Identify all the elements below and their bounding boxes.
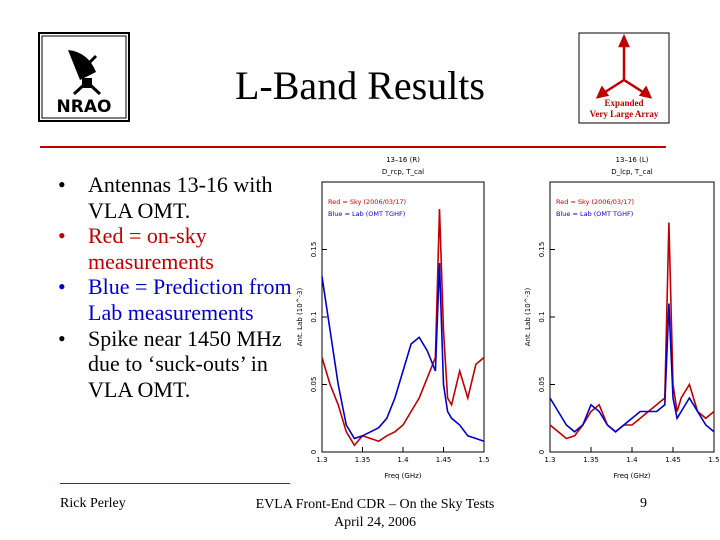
bullet-item: • Antennas 13-16 with VLA OMT. xyxy=(58,172,298,223)
bullet-item: • Blue = Prediction from Lab measurements xyxy=(58,274,298,325)
bullet-symbol: • xyxy=(58,274,66,300)
x-tick-label: 1.45 xyxy=(436,456,452,464)
evla-tripod-icon xyxy=(595,33,653,99)
x-tick-label: 1.3 xyxy=(544,456,555,464)
spectrum-plot-rcp: 13–16 (R) D_rcp, T_cal Red = Sky (2006/03/… xyxy=(296,156,490,480)
legend-entry: Blue = Lab (OMT TGHF) xyxy=(328,210,405,218)
page-number: 9 xyxy=(640,496,647,511)
plot-frame xyxy=(549,181,715,453)
bullet-text: Blue = Prediction from Lab measurements xyxy=(88,274,292,325)
footer-divider xyxy=(60,483,290,484)
bullet-list: • Antennas 13-16 with VLA OMT. • Red = on-… xyxy=(58,172,298,402)
bullet-text: Red = on-sky measurements xyxy=(88,223,214,274)
nrao-telescope-icon xyxy=(68,50,102,96)
y-tick-label: 0.1 xyxy=(310,311,318,322)
evla-logo-line1: Expanded xyxy=(604,98,643,108)
y-tick-label: 0.05 xyxy=(538,377,546,393)
plot-top-label: D_rcp, T_cal xyxy=(382,168,424,176)
slide-title: L-Band Results xyxy=(235,63,485,108)
y-tick-label: 0.15 xyxy=(538,242,546,258)
x-tick-label: 1.4 xyxy=(626,456,638,464)
x-tick-label: 1.45 xyxy=(665,456,681,464)
y-axis-label: Ant. Lab (10^-3) xyxy=(296,287,304,346)
x-axis-label: Freq (GHz) xyxy=(613,472,650,480)
footer-author: Rick Perley xyxy=(60,496,126,511)
bullet-item: • Red = on-sky measurements xyxy=(58,223,298,274)
nrao-logo: NRAO xyxy=(38,32,130,122)
spectrum-plot-lcp: 13–16 (L) D_lcp, T_cal Red = Sky (2006/03/… xyxy=(524,156,720,480)
x-tick-label: 1.5 xyxy=(708,456,719,464)
bullet-symbol: • xyxy=(58,325,66,351)
bullet-item: • Spike near 1450 MHz due to ‘suck-outs’ … xyxy=(58,326,298,403)
x-axis-label: Freq (GHz) xyxy=(384,472,421,480)
bullet-text: Antennas 13-16 with VLA OMT. xyxy=(88,172,273,223)
bullet-text: Spike near 1450 MHz due to ‘suck-outs’ i… xyxy=(88,325,282,402)
series-line-sky xyxy=(549,222,715,440)
x-tick-label: 1.35 xyxy=(355,456,371,464)
legend-entry: Red = Sky (2006/03/17) xyxy=(556,198,634,206)
y-axis-label: Ant. Lab (10^-3) xyxy=(524,287,532,346)
plot-top-label: 13–16 (R) xyxy=(386,156,420,164)
bullet-symbol: • xyxy=(58,172,66,197)
plot-top-label: D_lcp, T_cal xyxy=(611,168,652,176)
footer-event: EVLA Front-End CDR – On the Sky Tests xyxy=(255,497,495,512)
x-tick-label: 1.5 xyxy=(478,456,489,464)
y-tick-label: 0 xyxy=(538,450,546,454)
y-tick-label: 0.15 xyxy=(310,242,318,258)
footer-center: EVLA Front-End CDR – On the Sky Tests Ap… xyxy=(240,496,510,532)
nrao-logo-text: NRAO xyxy=(57,97,112,117)
x-tick-label: 1.4 xyxy=(397,456,409,464)
footer-date: April 24, 2006 xyxy=(333,515,417,530)
y-tick-label: 0 xyxy=(310,450,318,454)
title-divider xyxy=(40,146,666,148)
y-tick-label: 0.1 xyxy=(538,311,546,322)
series-line-sky xyxy=(321,208,485,447)
plot-frame xyxy=(321,181,485,453)
series-line-lab xyxy=(321,262,485,442)
bullet-symbol: • xyxy=(58,223,66,249)
legend-entry: Blue = Lab (OMT TGHF) xyxy=(556,210,633,218)
plot-top-label: 13–16 (L) xyxy=(616,156,649,164)
legend-entry: Red = Sky (2006/03/17) xyxy=(328,198,406,206)
evla-logo-line2: Very Large Array xyxy=(590,109,659,119)
series-line-lab xyxy=(549,303,715,433)
evla-logo: Expanded Very Large Array xyxy=(578,32,670,124)
x-tick-label: 1.3 xyxy=(316,456,327,464)
y-tick-label: 0.05 xyxy=(310,377,318,393)
x-tick-label: 1.35 xyxy=(583,456,599,464)
